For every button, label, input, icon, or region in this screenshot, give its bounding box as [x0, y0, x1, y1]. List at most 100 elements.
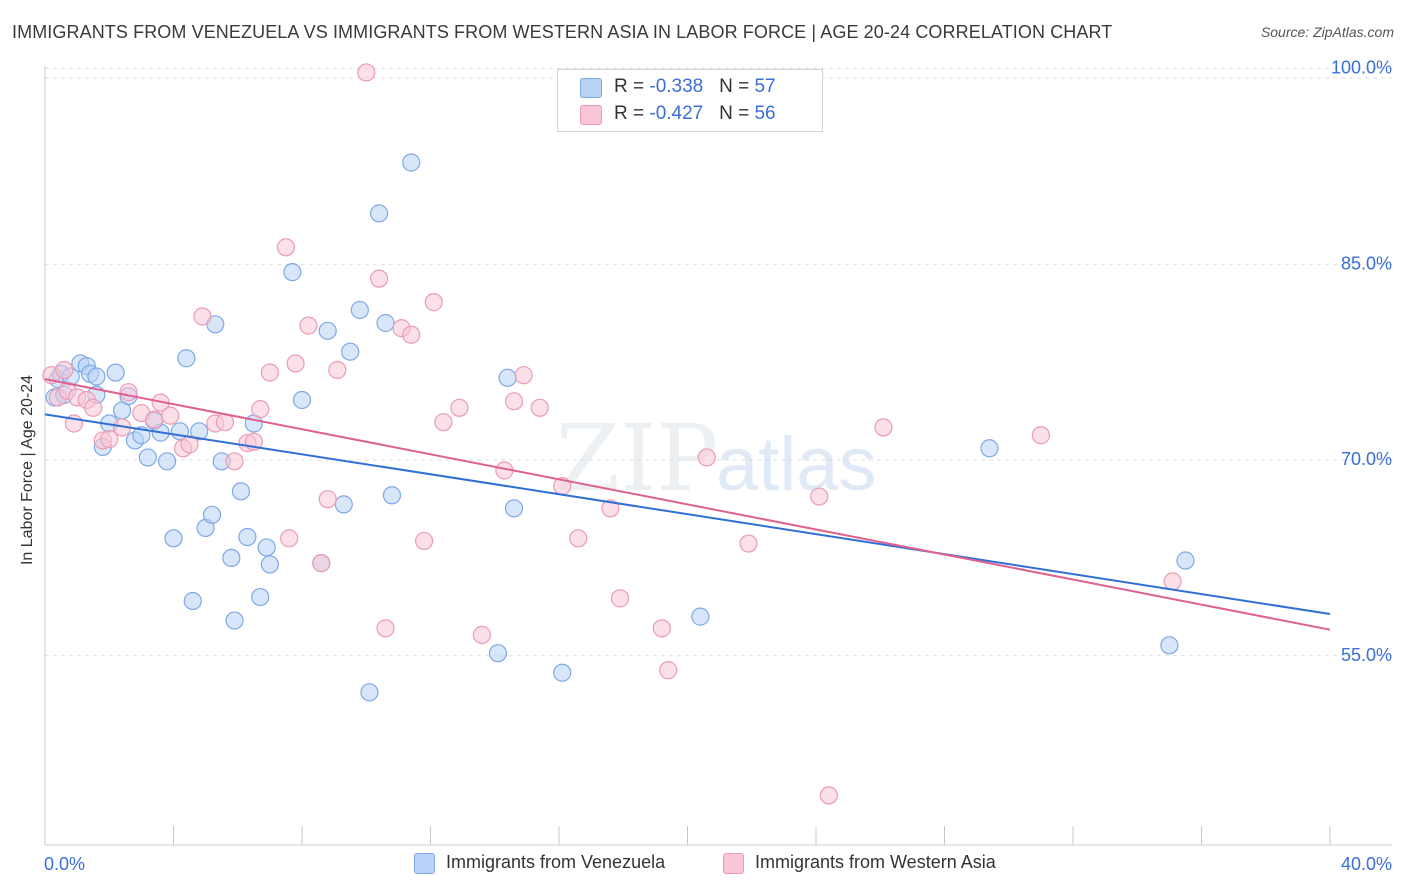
- x-tick-label: 40.0%: [1341, 854, 1392, 874]
- venezuela-point: [238, 527, 257, 547]
- western-asia-point: [424, 293, 443, 312]
- venezuela-point: [183, 591, 202, 611]
- venezuela-point: [691, 607, 710, 626]
- venezuela-point: [157, 452, 177, 471]
- western-asia-point: [260, 363, 279, 382]
- legend-swatch-pink: [580, 105, 602, 125]
- data-points: [42, 63, 1195, 805]
- legend-r-value: -0.338: [649, 76, 704, 97]
- western-asia-point: [193, 307, 212, 326]
- axes: [44, 66, 1392, 846]
- western-asia-point: [414, 531, 434, 551]
- western-asia-point: [276, 238, 296, 257]
- western-asia-point: [225, 452, 244, 471]
- x-tick-label: 0.0%: [44, 854, 85, 874]
- trendlines: [44, 378, 1331, 631]
- stats-legend: R = -0.338 N = 57 R = -0.427 N = 56: [557, 69, 823, 132]
- western-asia-point: [119, 383, 138, 402]
- western-asia-point: [286, 354, 305, 373]
- western-asia-point: [402, 325, 421, 344]
- venezuela-point: [106, 363, 125, 382]
- western-asia-point: [569, 529, 588, 548]
- western-asia-point: [874, 418, 893, 437]
- venezuela-point: [553, 663, 572, 682]
- venezuela-point: [260, 555, 279, 574]
- venezuela-point: [231, 482, 251, 501]
- venezuela-point: [164, 529, 183, 548]
- y-axis-title: In Labor Force | Age 20-24: [19, 374, 36, 566]
- venezuela-point: [1176, 551, 1195, 570]
- venezuela-point: [1160, 636, 1179, 655]
- western-asia-point: [659, 661, 678, 680]
- western-asia-point: [312, 554, 331, 573]
- legend-r-value: -0.427: [649, 103, 704, 124]
- legend-n-value: 56: [754, 103, 776, 124]
- western-asia-point: [697, 448, 716, 467]
- bottom-legend-label: Immigrants from Venezuela: [446, 852, 666, 872]
- western-asia-point: [472, 625, 491, 644]
- western-asia-point: [1031, 426, 1050, 445]
- legend-n-value: 57: [754, 76, 776, 97]
- western-asia-point: [100, 430, 119, 449]
- western-asia-point: [1163, 572, 1182, 591]
- venezuela-point: [370, 204, 389, 223]
- western-asia-point: [280, 529, 299, 548]
- y-tick-label: 55.0%: [1341, 645, 1392, 665]
- western-asia-point: [530, 398, 549, 417]
- bottom-legend-label: Immigrants from Western Asia: [755, 852, 996, 872]
- venezuela-trendline: [44, 413, 1331, 616]
- watermark-zip: ZIP: [556, 405, 718, 512]
- western-asia-point: [318, 490, 337, 509]
- western-asia-point: [514, 366, 533, 385]
- venezuela-point: [382, 486, 402, 505]
- source-label: Source: ZipAtlas.com: [1260, 24, 1394, 40]
- y-tick-label: 85.0%: [1341, 253, 1392, 273]
- western-asia-point: [450, 398, 469, 417]
- western-asia-point: [434, 413, 453, 432]
- legend-r-label: R =: [614, 103, 650, 124]
- venezuela-point: [222, 548, 241, 568]
- western-asia-point: [299, 316, 318, 335]
- venezuela-point: [980, 439, 999, 458]
- venezuela-point: [488, 644, 508, 663]
- western-asia-point: [601, 499, 620, 518]
- venezuela-point: [376, 313, 395, 333]
- western-asia-point: [328, 360, 347, 380]
- western-asia-point: [251, 400, 270, 419]
- western-asia-point: [610, 589, 630, 608]
- venezuela-point: [402, 153, 421, 172]
- venezuela-point: [190, 422, 209, 441]
- western-asia-point: [357, 63, 376, 82]
- venezuela-point: [251, 587, 270, 607]
- western-asia-point: [145, 410, 164, 429]
- venezuela-point: [498, 368, 517, 387]
- western-asia-point: [370, 269, 389, 288]
- western-asia-point: [376, 619, 395, 638]
- western-asia-point: [55, 360, 74, 380]
- y-tick-label: 100.0%: [1331, 58, 1392, 78]
- legend-n-label: N =: [719, 103, 755, 124]
- venezuela-point: [360, 683, 379, 702]
- venezuela-point: [334, 495, 353, 514]
- venezuela-point: [504, 499, 524, 518]
- bottom-legend-swatch-pink: [723, 853, 744, 874]
- y-tick-label: 70.0%: [1341, 449, 1392, 469]
- watermark-atlas: atlas: [716, 422, 877, 507]
- venezuela-point: [292, 390, 312, 410]
- western-asia-point: [161, 406, 180, 425]
- venezuela-point: [138, 448, 157, 467]
- chart-title: IMMIGRANTS FROM VENEZUELA VS IMMIGRANTS …: [12, 22, 1113, 42]
- venezuela-point: [202, 505, 222, 524]
- venezuela-point: [341, 342, 360, 361]
- legend-swatch-blue: [580, 78, 602, 98]
- venezuela-point: [177, 349, 196, 368]
- venezuela-point: [350, 300, 369, 320]
- venezuela-point: [87, 367, 106, 386]
- venezuela-point: [225, 611, 244, 630]
- western-asia-trendline: [44, 378, 1331, 631]
- venezuela-point: [283, 263, 302, 282]
- venezuela-point: [257, 538, 276, 557]
- legend-n-label: N =: [719, 76, 755, 97]
- western-asia-point: [84, 398, 103, 417]
